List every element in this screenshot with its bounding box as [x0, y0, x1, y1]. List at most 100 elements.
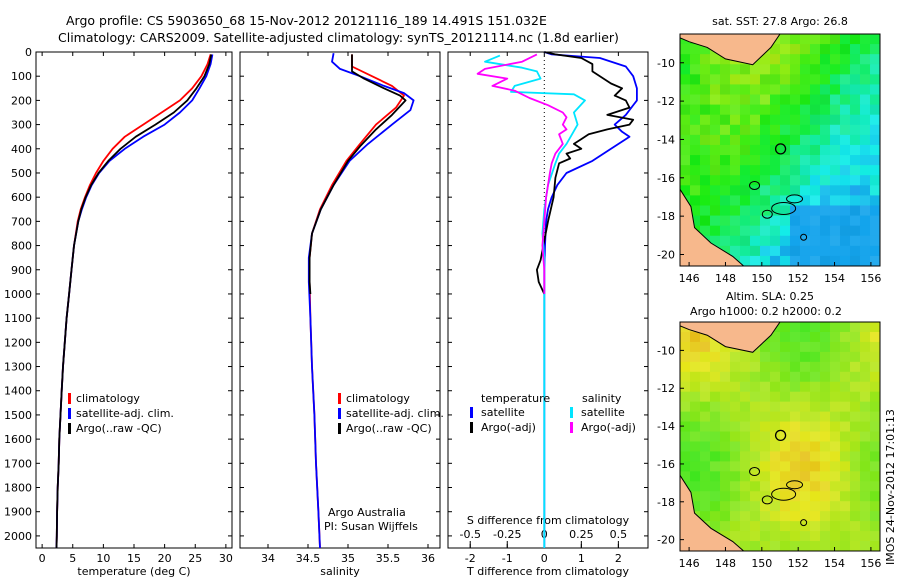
map-cell: [840, 54, 851, 65]
map-cell: [850, 94, 861, 106]
map-cell: [780, 391, 791, 403]
map-cell: [710, 431, 721, 443]
map-cell: [770, 361, 781, 373]
map-cell: [680, 361, 691, 373]
map-cell: [810, 144, 821, 156]
map-cell: [830, 245, 841, 257]
map-cell: [700, 491, 711, 502]
map-cell: [810, 421, 821, 433]
map-cell: [750, 481, 761, 492]
sst-map-y-tick-label: -20: [657, 248, 675, 261]
sst-map-x-tick-label: 156: [860, 272, 881, 285]
map-cell: [830, 54, 841, 65]
map-cell: [720, 491, 731, 502]
map-cell: [830, 195, 841, 207]
map-cell: [870, 331, 880, 343]
map-cell: [740, 205, 751, 217]
map-cell: [830, 491, 841, 502]
legend-swatch: [470, 422, 473, 433]
map-cell: [760, 84, 771, 96]
map-cell: [740, 361, 751, 373]
map-cell: [800, 64, 811, 75]
depth-tick-label: 300: [11, 119, 32, 132]
map-cell: [760, 144, 771, 156]
map-cell: [740, 531, 751, 542]
map-cell: [820, 471, 831, 482]
map-cell: [740, 451, 751, 462]
map-cell: [740, 431, 751, 443]
map-cell: [790, 165, 801, 176]
map-cell: [780, 165, 791, 176]
legend-label: climatology: [346, 392, 410, 405]
map-cell: [810, 245, 821, 257]
map-cell: [710, 391, 721, 403]
map-cell: [850, 205, 861, 217]
map-cell: [720, 531, 731, 542]
map-cell: [790, 411, 801, 423]
map-cell: [780, 134, 791, 146]
map-cell: [820, 124, 831, 136]
map-cell: [800, 381, 811, 393]
map-cell: [850, 134, 861, 146]
map-cell: [680, 331, 691, 343]
reef-outline: [771, 201, 797, 215]
map-cell: [770, 255, 781, 266]
depth-tick-label: 2000: [4, 530, 32, 543]
map-cell: [710, 511, 721, 522]
map-cell: [870, 124, 880, 136]
map-cell: [780, 205, 791, 217]
map-cell: [760, 431, 771, 443]
map-cell: [720, 441, 731, 453]
map-cell: [850, 84, 861, 96]
map-cell: [680, 391, 691, 403]
map-cell: [850, 34, 861, 45]
map-cell: [690, 185, 701, 196]
map-cell: [720, 84, 731, 96]
difference-x-tick-label: -1: [502, 552, 513, 565]
panel-salinity: 34 34.5 35 35.5 36 salinity: [239, 51, 441, 578]
map-cell: [720, 351, 731, 363]
map-cell: [730, 421, 741, 433]
map-cell: [700, 431, 711, 443]
map-cell: [810, 134, 821, 146]
sla-map-y-tick-label: -18: [657, 496, 675, 509]
map-cell: [800, 104, 811, 116]
map-cell: [810, 371, 821, 383]
map-cell: [760, 175, 771, 186]
map-cell: [760, 74, 771, 86]
map-cell: [700, 225, 711, 237]
map-cell: [680, 371, 691, 383]
map-cell: [810, 471, 821, 482]
map-cell: [830, 331, 841, 343]
map-cell: [850, 371, 861, 383]
map-cell: [690, 134, 701, 146]
map-cell: [870, 491, 880, 502]
map-cell: [760, 381, 771, 393]
map-cell: [720, 165, 731, 176]
map-cell: [840, 521, 851, 532]
map-cell: [710, 421, 721, 433]
map-cell: [860, 391, 871, 403]
map-cell: [700, 361, 711, 373]
map-cell: [680, 411, 691, 423]
map-cell: [680, 165, 691, 176]
map-cell: [730, 471, 741, 482]
s-diff-tick-label: 0.25: [569, 528, 594, 541]
temperature-legend: climatology satellite-adj. clim. Argo(..ra…: [68, 392, 174, 435]
depth-tick-label: 1700: [4, 457, 32, 470]
map-cell: [790, 144, 801, 156]
map-cell: [850, 235, 861, 247]
map-cell: [830, 114, 841, 126]
map-cell: [730, 461, 741, 472]
map-cell: [840, 541, 851, 551]
map-cell: [760, 155, 771, 166]
map-cell: [790, 331, 801, 343]
map-cell: [830, 255, 841, 266]
map-cell: [720, 411, 731, 423]
map-cell: [720, 481, 731, 492]
map-cell: [830, 134, 841, 146]
map-cell: [710, 104, 721, 116]
map-cell: [780, 461, 791, 472]
map-cell: [810, 155, 821, 166]
map-cell: [850, 481, 861, 492]
